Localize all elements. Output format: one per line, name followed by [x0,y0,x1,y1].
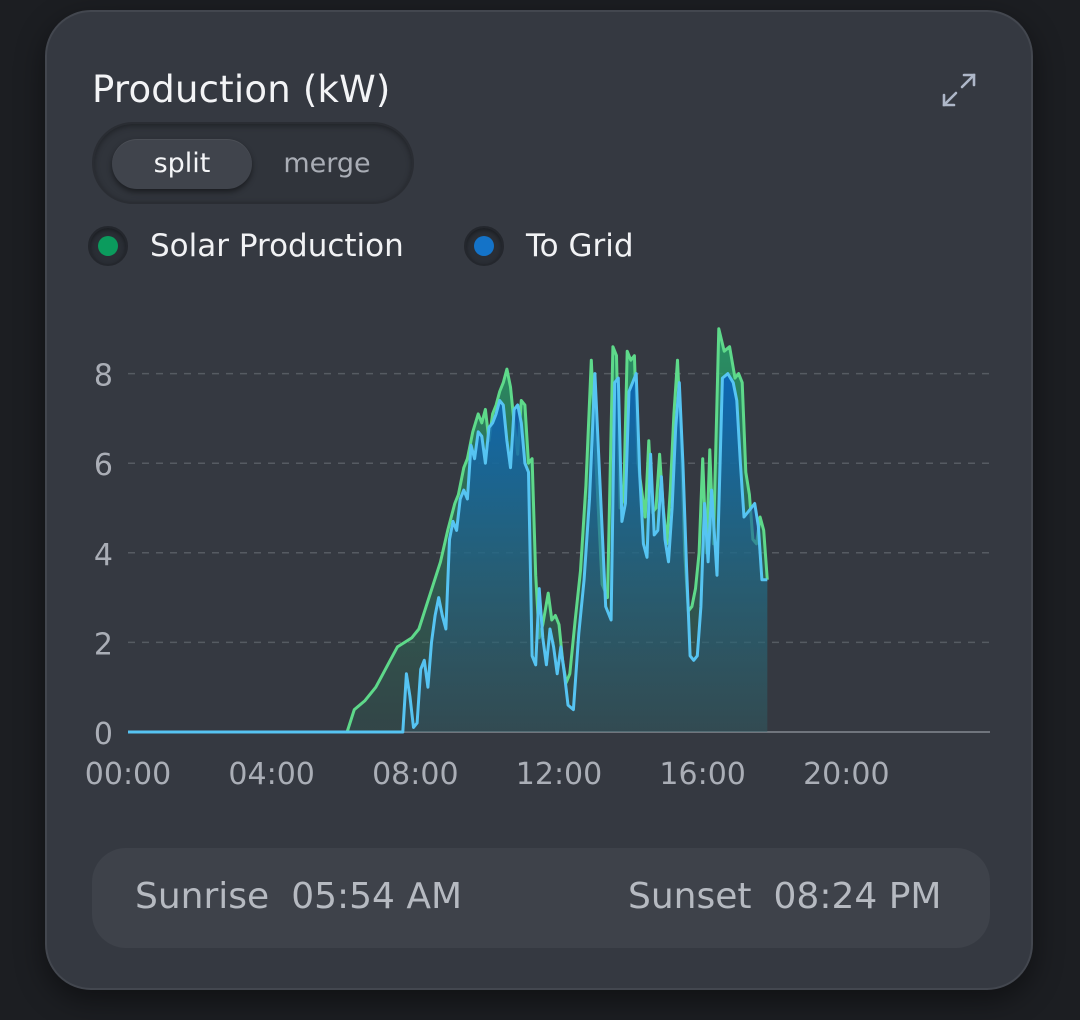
legend-dot-solar [88,226,128,266]
sunrise-value: 05:54 AM [291,876,463,917]
legend-to-grid[interactable]: To Grid [464,224,634,268]
sunset-label: Sunset [628,876,752,917]
x-tick-label: 12:00 [516,757,602,792]
expand-icon[interactable] [939,70,979,110]
sunset-info: Sunset 08:24 PM [628,876,941,917]
legend-solar-production[interactable]: Solar Production [88,224,404,268]
legend-dot-grid [464,226,504,266]
sunrise-label: Sunrise [135,876,270,917]
card-title: Production (kW) [92,68,391,111]
y-tick-label: 6 [94,448,113,483]
y-tick-label: 4 [94,538,113,573]
series-line-solar-production [128,327,769,734]
sun-times-bar: Sunrise 05:54 AM Sunset 08:24 PM [92,848,990,948]
sunrise-info: Sunrise 05:54 AM [135,876,462,917]
legend-label-grid: To Grid [526,228,634,264]
x-tick-label: 08:00 [372,757,458,792]
y-tick-label: 0 [94,717,113,752]
split-merge-toggle: split merge [92,122,414,204]
y-tick-label: 8 [94,359,113,394]
series-area-to-grid [402,373,768,732]
x-tick-label: 04:00 [228,757,314,792]
legend-label-solar: Solar Production [150,228,404,264]
production-card: Production (kW) split merge Solar Produc… [45,10,1033,990]
split-option[interactable]: split [112,139,252,189]
y-tick-label: 2 [94,627,113,662]
sunset-value: 08:24 PM [773,876,942,917]
x-tick-label: 16:00 [659,757,745,792]
series-line-to-grid [128,372,768,734]
merge-option[interactable]: merge [283,148,371,179]
production-chart: 0 2 4 6 8 00:00 04:00 08:00 12:00 16:00 20:00 [85,327,990,792]
x-tick-label: 20:00 [803,757,889,792]
x-tick-label: 00:00 [85,757,171,792]
